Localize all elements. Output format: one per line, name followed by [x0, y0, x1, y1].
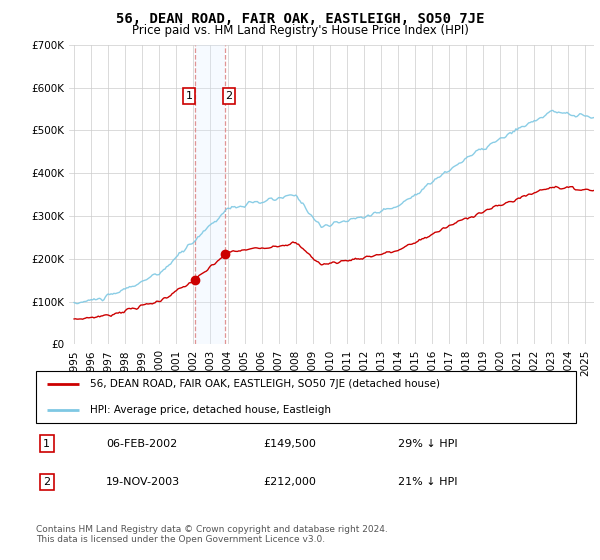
- Text: 56, DEAN ROAD, FAIR OAK, EASTLEIGH, SO50 7JE: 56, DEAN ROAD, FAIR OAK, EASTLEIGH, SO50…: [116, 12, 484, 26]
- Bar: [195, 45, 226, 344]
- Text: Contains HM Land Registry data © Crown copyright and database right 2024.
This d: Contains HM Land Registry data © Crown c…: [36, 525, 388, 544]
- Text: 19-NOV-2003: 19-NOV-2003: [106, 477, 181, 487]
- Text: £212,000: £212,000: [263, 477, 316, 487]
- Text: 29% ↓ HPI: 29% ↓ HPI: [398, 438, 457, 449]
- Text: 1: 1: [43, 438, 50, 449]
- Text: 2: 2: [43, 477, 50, 487]
- Text: 1: 1: [185, 91, 193, 101]
- FancyBboxPatch shape: [36, 371, 576, 423]
- Text: 2: 2: [226, 91, 232, 101]
- Text: 56, DEAN ROAD, FAIR OAK, EASTLEIGH, SO50 7JE (detached house): 56, DEAN ROAD, FAIR OAK, EASTLEIGH, SO50…: [90, 379, 440, 389]
- Text: HPI: Average price, detached house, Eastleigh: HPI: Average price, detached house, East…: [90, 405, 331, 415]
- Text: £149,500: £149,500: [263, 438, 316, 449]
- Text: 21% ↓ HPI: 21% ↓ HPI: [398, 477, 457, 487]
- Text: Price paid vs. HM Land Registry's House Price Index (HPI): Price paid vs. HM Land Registry's House …: [131, 24, 469, 36]
- Text: 06-FEB-2002: 06-FEB-2002: [106, 438, 178, 449]
